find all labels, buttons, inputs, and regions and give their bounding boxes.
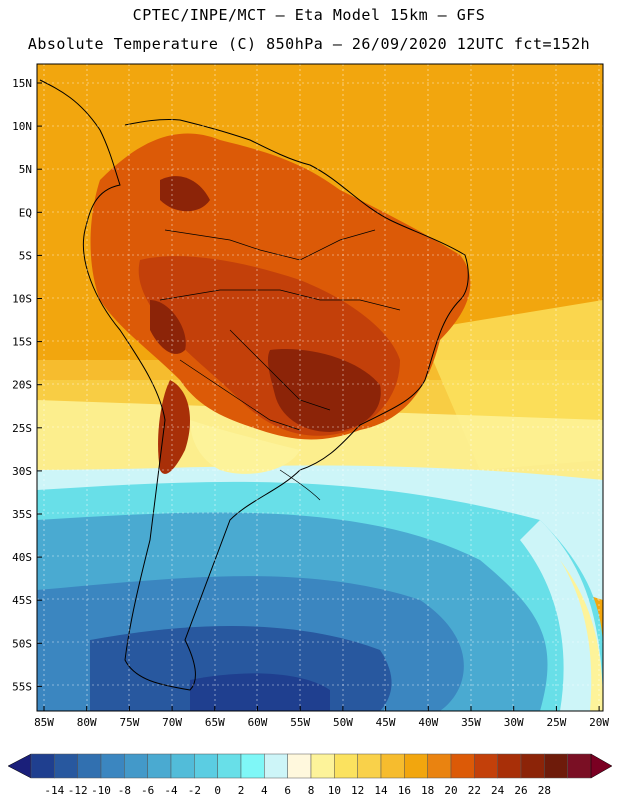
colorbar-label: 24 (491, 784, 505, 797)
andes-heat-26 (150, 300, 186, 354)
lat-label: 5S (19, 249, 32, 262)
colorbar-label: 16 (398, 784, 411, 797)
colorbar-label: 10 (328, 784, 341, 797)
colorbar-swatch (54, 753, 78, 779)
colorbar-label: -12 (68, 784, 88, 797)
lon-label: 25W (546, 716, 566, 729)
colorbar-label: 0 (214, 784, 221, 797)
lat-label: 40S (12, 551, 32, 564)
colorbar-swatch (544, 753, 568, 779)
colorbar-label: 14 (374, 784, 388, 797)
colorbar-label: 22 (468, 784, 481, 797)
lon-label: 70W (162, 716, 182, 729)
colorbar-swatch (474, 753, 498, 779)
colorbar-swatch (240, 753, 265, 779)
colorbar-swatch (194, 753, 218, 779)
colorbar-label: -8 (118, 784, 131, 797)
colorbar-label: 18 (421, 784, 434, 797)
lon-label: 85W (34, 716, 54, 729)
lat-label: 50S (12, 637, 32, 650)
title-line-1: CPTEC/INPE/MCT – Eta Model 15km – GFS (132, 6, 486, 24)
colorbar-swatch (357, 753, 382, 779)
ocean-band-east-cool (520, 520, 603, 711)
ocean-band-minus14 (190, 673, 330, 711)
map-frame (36, 63, 604, 712)
lat-label: 10N (12, 120, 32, 133)
lon-label: 75W (119, 716, 139, 729)
colorbar-swatch (427, 753, 452, 779)
colorbar-swatch (380, 753, 405, 779)
longitude-labels: 85W 80W 75W 70W 65W 60W 55W 50W 45W 40W 35W 30W 25W 2… (34, 706, 609, 729)
colorbar-under-arrow (7, 753, 32, 779)
colorbar-swatch (567, 753, 592, 779)
lon-label: 35W (461, 716, 481, 729)
lat-label: 10S (12, 293, 32, 306)
lat-label: EQ (19, 206, 32, 219)
lat-label: 20S (12, 379, 32, 392)
colorbar-label: -2 (188, 784, 201, 797)
colorbar-swatch (77, 753, 102, 779)
colorbar-swatch (30, 753, 55, 779)
latitude-labels: 15N 10N 5N EQ 5S 10S 15S 20S 25S 30S 35S 40S 45S 50S 5… (12, 77, 42, 693)
colorbar-label: 20 (444, 784, 457, 797)
colorbar-swatch (170, 753, 195, 779)
lat-label: 15N (12, 77, 32, 90)
colorbar-over-arrow (590, 753, 613, 779)
colorbar-label: -10 (91, 784, 111, 797)
colorbar-label: 6 (284, 784, 291, 797)
lat-label: 15S (12, 336, 32, 349)
argentina-band-10 (190, 420, 300, 474)
colorbar-swatch (147, 753, 172, 779)
chile-heat-24 (158, 380, 190, 474)
graticule (37, 64, 603, 711)
colorbar-swatch (334, 753, 358, 779)
coastline (39, 79, 469, 691)
lat-label: 5N (19, 163, 32, 176)
colorbar-swatch (450, 753, 475, 779)
colorbar-label: 8 (308, 784, 315, 797)
lat-label: 45S (12, 594, 32, 607)
colorbar-swatch (520, 753, 545, 779)
colorbar-label: 4 (261, 784, 268, 797)
land-heat-26 (267, 349, 381, 432)
lon-label: 45W (376, 716, 396, 729)
colorbar-swatch (217, 753, 242, 779)
colorbar-label: 12 (351, 784, 364, 797)
colorbar-swatch (310, 753, 335, 779)
lon-label: 40W (418, 716, 438, 729)
colorbar-label: -4 (164, 784, 178, 797)
north-heat-26 (160, 176, 210, 212)
colorbar-label: 28 (538, 784, 551, 797)
colorbar-swatch (100, 753, 125, 779)
colorbar-swatch (124, 753, 148, 779)
colorbar-swatch (264, 753, 288, 779)
colorbar-label: 2 (238, 784, 245, 797)
colorbar-label: -14 (44, 784, 64, 797)
lon-label: 50W (333, 716, 353, 729)
lon-label: 65W (205, 716, 225, 729)
colorbar-swatch (404, 753, 428, 779)
colorbar-label: -6 (141, 784, 154, 797)
lat-label: 25S (12, 422, 32, 435)
lon-label: 80W (77, 716, 97, 729)
colorbar-swatch (287, 753, 312, 779)
lon-label: 60W (248, 716, 268, 729)
colorbar-label: 26 (514, 784, 527, 797)
lon-label: 55W (290, 716, 310, 729)
lon-label: 20W (589, 716, 609, 729)
title-line-2: Absolute Temperature (C) 850hPa – 26/09/… (27, 35, 591, 53)
colorbar-swatch (497, 753, 522, 779)
lat-label: 55S (12, 680, 32, 693)
lon-label: 30W (504, 716, 524, 729)
lat-label: 30S (12, 465, 32, 478)
lat-label: 35S (12, 508, 32, 521)
ocean-band-east-warm (560, 560, 603, 711)
